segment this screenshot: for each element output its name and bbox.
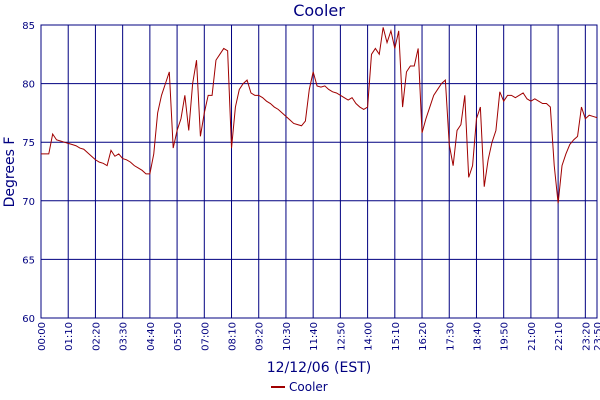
x-tick-label: 19:50 bbox=[500, 322, 511, 351]
x-tick-label: 18:40 bbox=[472, 322, 483, 351]
y-tick-label: 65 bbox=[22, 255, 35, 266]
x-tick-label: 22:10 bbox=[554, 322, 565, 351]
x-tick-label: 15:10 bbox=[391, 322, 402, 351]
x-tick-label: 08:10 bbox=[228, 322, 239, 351]
y-tick-label: 70 bbox=[22, 197, 35, 208]
x-tick-label: 17:30 bbox=[445, 322, 456, 351]
x-tick-label: 21:00 bbox=[527, 322, 538, 351]
x-tick-label: 01:10 bbox=[64, 322, 75, 351]
x-tick-label: 03:30 bbox=[119, 322, 130, 351]
x-tick-label: 09:20 bbox=[255, 322, 266, 351]
data-line bbox=[41, 27, 598, 204]
x-tick-label: 02:20 bbox=[91, 322, 102, 351]
x-tick-label: 04:40 bbox=[146, 322, 157, 351]
x-tick-label: 00:00 bbox=[37, 322, 48, 351]
x-tick-label: 05:50 bbox=[173, 322, 184, 351]
y-tick-label: 85 bbox=[22, 21, 35, 32]
x-tick-label: 14:00 bbox=[364, 322, 375, 351]
x-axis-label: 12/12/06 (EST) bbox=[267, 360, 372, 376]
chart-title: Cooler bbox=[293, 1, 345, 20]
legend-label: Cooler bbox=[289, 380, 328, 394]
x-tick-label: 10:30 bbox=[282, 322, 293, 351]
x-tick-label: 12:50 bbox=[336, 322, 347, 351]
x-tick-label: 16:20 bbox=[418, 322, 429, 351]
y-tick-label: 75 bbox=[22, 138, 35, 149]
y-tick-label: 60 bbox=[22, 314, 35, 325]
x-tick-label: 23:50 bbox=[593, 322, 600, 351]
plot-border bbox=[40, 24, 598, 319]
x-tick-label: 11:40 bbox=[309, 322, 320, 351]
y-axis-label: Degrees F bbox=[2, 137, 18, 208]
x-tick-label: 07:00 bbox=[200, 322, 211, 351]
x-tick-label: 23:20 bbox=[581, 322, 592, 351]
y-tick-label: 80 bbox=[22, 80, 35, 91]
